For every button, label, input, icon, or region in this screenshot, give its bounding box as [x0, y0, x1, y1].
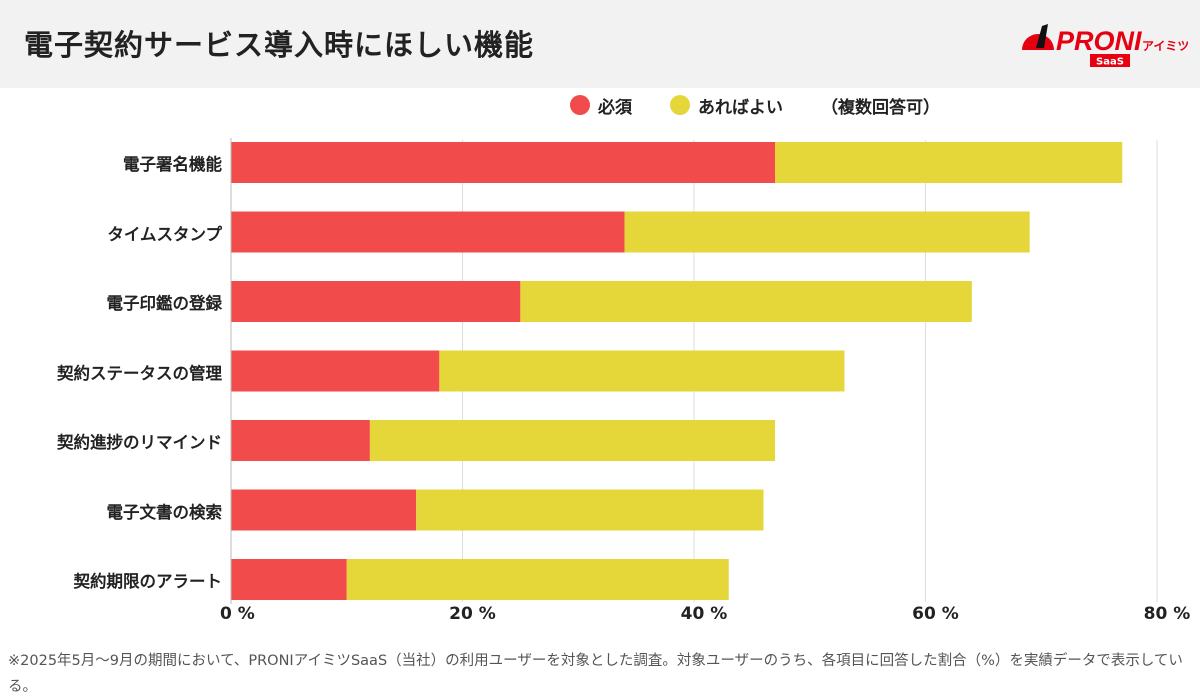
bar-nice-to-have: [439, 351, 844, 392]
category-label: 契約ステータスの管理: [0, 360, 222, 384]
bar-required: [231, 351, 439, 392]
x-tick-label: 20 %: [449, 604, 496, 624]
category-label: 電子署名機能: [0, 151, 222, 175]
bar-nice-to-have: [775, 142, 1122, 183]
category-label: 電子印鑑の登録: [0, 290, 222, 314]
bar-chart: [0, 0, 1200, 700]
bar-nice-to-have: [416, 490, 763, 531]
bar-required: [231, 281, 520, 322]
bar-required: [231, 212, 625, 253]
bar-nice-to-have: [625, 212, 1030, 253]
bar-nice-to-have: [520, 281, 971, 322]
bar-required: [231, 420, 370, 461]
x-tick-label: 60 %: [912, 604, 959, 624]
footnote: ※2025年5月〜9月の期間において、PRONIアイミツSaaS（当社）の利用ユ…: [8, 648, 1198, 700]
bar-nice-to-have: [347, 559, 729, 600]
category-label: 契約進捗のリマインド: [0, 429, 222, 453]
x-tick-label: 40 %: [681, 604, 728, 624]
bar-required: [231, 559, 347, 600]
category-label: タイムスタンプ: [0, 221, 222, 245]
bar-nice-to-have: [370, 420, 775, 461]
category-label: 電子文書の検索: [0, 499, 222, 523]
x-tick-label: 0 %: [220, 604, 255, 624]
category-label: 契約期限のアラート: [0, 568, 222, 592]
bar-required: [231, 142, 775, 183]
x-tick-label: 80 %: [1144, 604, 1191, 624]
bar-required: [231, 490, 416, 531]
